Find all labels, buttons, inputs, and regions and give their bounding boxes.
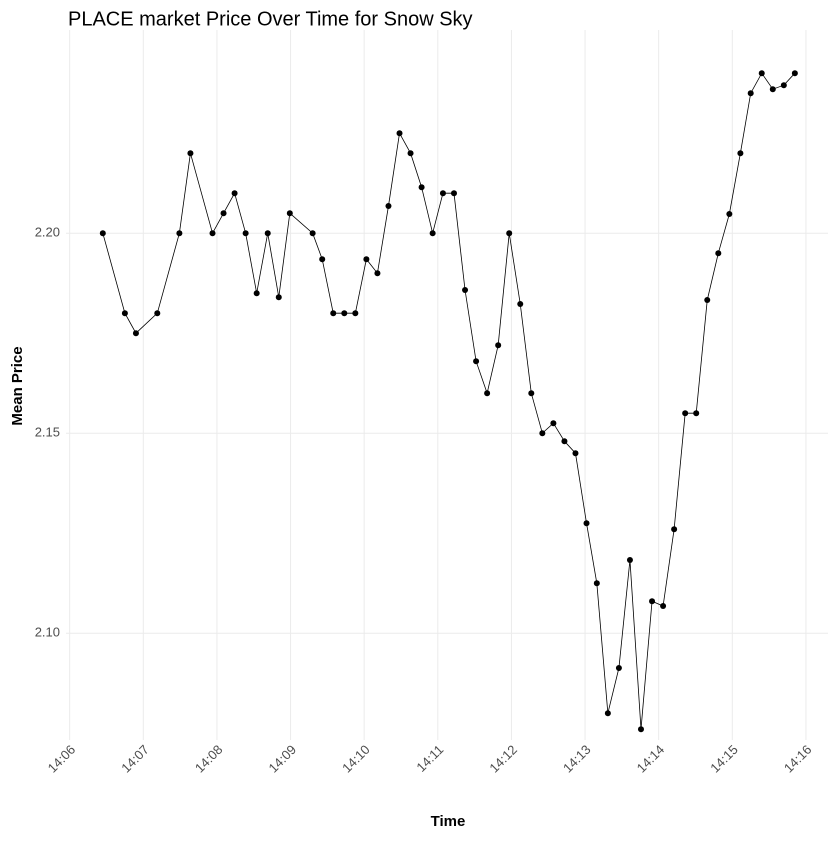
x-tick-label: 14:15 (707, 742, 741, 776)
data-point (121, 310, 128, 317)
data-point (528, 390, 535, 397)
data-point (450, 190, 457, 197)
data-point (176, 230, 183, 237)
data-point (615, 665, 622, 671)
data-point (693, 410, 700, 417)
data-point (462, 287, 469, 293)
x-tick-label: 14:13 (560, 742, 594, 776)
data-point (429, 230, 436, 237)
data-point (726, 211, 733, 217)
data-point (737, 150, 744, 157)
data-point (660, 603, 667, 609)
data-point (341, 310, 348, 317)
x-tick-label: 14:10 (339, 742, 373, 776)
data-point (758, 70, 765, 77)
data-point (604, 710, 611, 717)
data-point (780, 82, 787, 89)
y-axis-title: Mean Price (9, 346, 26, 425)
data-point (473, 358, 480, 365)
data-point (264, 230, 271, 237)
data-point (209, 230, 216, 237)
data-point (517, 301, 524, 307)
data-point (407, 150, 414, 157)
data-point (539, 430, 546, 437)
data-point (187, 150, 194, 157)
data-point (506, 230, 513, 237)
x-tick-label: 14:12 (486, 742, 520, 776)
data-point (253, 290, 260, 297)
data-point (583, 520, 590, 527)
data-point (220, 210, 227, 217)
data-point (593, 580, 600, 587)
data-point (286, 210, 293, 217)
data-point (637, 726, 644, 733)
data-point (715, 250, 722, 257)
data-point (418, 184, 425, 191)
x-tick-label: 14:11 (413, 742, 446, 775)
data-point (769, 86, 776, 93)
y-tick-label: 2.10 (35, 625, 60, 640)
data-point (352, 310, 359, 317)
data-point (242, 230, 249, 237)
data-point (374, 270, 381, 277)
data-point (495, 342, 502, 349)
data-point (231, 190, 238, 197)
x-tick-label: 14:14 (634, 742, 668, 776)
x-tick-label: 14:09 (265, 742, 299, 776)
data-point (704, 297, 711, 303)
data-point (671, 526, 678, 533)
data-point (396, 130, 403, 137)
data-point (747, 90, 754, 97)
price-line (102, 72, 796, 730)
data-point (275, 294, 282, 301)
x-axis-title: Time (431, 813, 466, 830)
data-point (363, 256, 370, 263)
y-tick-label: 2.20 (35, 225, 60, 240)
data-point (132, 330, 139, 337)
data-point (439, 190, 446, 197)
data-point (154, 310, 161, 317)
data-point (484, 390, 491, 397)
y-tick-label: 2.15 (35, 425, 60, 440)
data-point (319, 256, 326, 263)
x-tick-label: 14:16 (781, 742, 815, 776)
data-point (572, 450, 579, 457)
data-point (550, 420, 557, 427)
data-point (385, 203, 392, 209)
x-tick-label: 14:08 (192, 742, 226, 776)
data-point (682, 410, 689, 417)
x-tick-label: 14:06 (45, 742, 79, 776)
data-point (330, 310, 337, 317)
data-point (791, 70, 798, 77)
data-point (99, 230, 106, 237)
data-point (309, 230, 316, 237)
data-point (649, 598, 656, 605)
chart-title: PLACE market Price Over Time for Snow Sk… (68, 8, 473, 30)
x-tick-label: 14:07 (118, 742, 152, 776)
data-point (561, 438, 568, 445)
data-point (626, 557, 633, 563)
